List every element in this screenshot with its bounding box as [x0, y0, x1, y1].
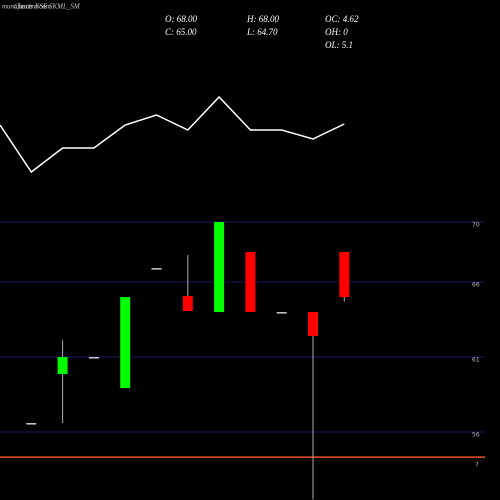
- watermark: munafasutra.com: [2, 3, 51, 11]
- chart-title: Charts NSE SKML_SM: [14, 3, 81, 11]
- reference-label: 7: [475, 462, 479, 469]
- candle-body: [151, 268, 162, 270]
- candle-body: [214, 222, 225, 313]
- candle-body: [308, 312, 318, 337]
- candle-body: [88, 357, 99, 359]
- ohlc-info: O: 68.00: [165, 14, 197, 24]
- y-tick-label: 56: [472, 432, 480, 439]
- ohlc-info: H: 68.00: [246, 14, 279, 24]
- candle-body: [182, 296, 193, 311]
- candle-body: [120, 297, 131, 389]
- candle-body: [57, 357, 68, 374]
- y-tick-label: 66: [472, 282, 480, 289]
- candle-body: [26, 423, 37, 425]
- candle-body: [276, 312, 287, 314]
- indicator-line: [0, 95, 345, 174]
- ohlc-info: OL: 5.1: [325, 40, 353, 50]
- y-tick-label: 70: [472, 222, 480, 229]
- ohlc-info: OH: 0: [325, 27, 348, 37]
- ohlc-info: L: 64.70: [246, 27, 278, 37]
- y-tick-label: 61: [472, 357, 480, 364]
- ohlc-info: C: 65.00: [165, 27, 197, 37]
- candle-body: [339, 252, 350, 298]
- candle-body: [245, 252, 256, 313]
- ohlc-info: OC: 4.62: [325, 14, 359, 24]
